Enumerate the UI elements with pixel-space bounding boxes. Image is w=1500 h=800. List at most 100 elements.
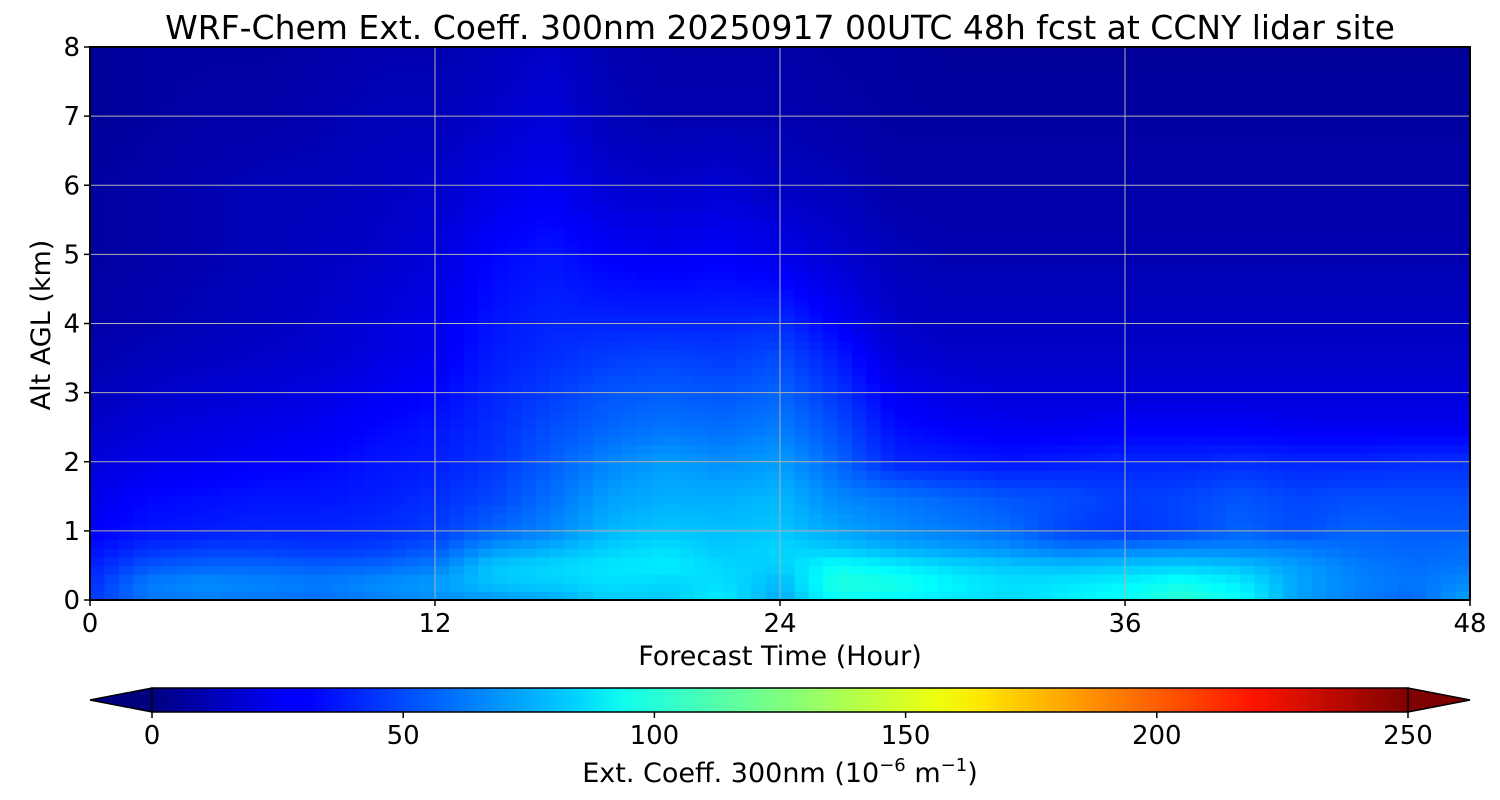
heatmap-cell [1412,418,1428,428]
heatmap-cell [665,591,680,600]
heatmap-cell [1455,228,1470,238]
heatmap-cell [1326,254,1342,264]
heatmap-cell [1096,574,1112,584]
heatmap-cell [794,574,810,584]
heatmap-cell [823,150,839,160]
heatmap-cell [1182,444,1198,454]
heatmap-cell [564,556,580,567]
heatmap-cell [765,530,781,541]
heatmap-cell [1340,366,1356,376]
heatmap-cell [1283,211,1299,221]
heatmap-cell [636,513,652,523]
heatmap-cell [679,470,695,480]
heatmap-cell [1010,582,1025,592]
heatmap-cell [190,202,206,212]
heatmap-cell [219,392,235,402]
heatmap-cell [291,366,307,376]
heatmap-cell [550,401,565,411]
heatmap-cell [147,435,163,446]
heatmap-cell [593,358,609,368]
heatmap-cell [147,280,163,290]
heatmap-cell [1355,504,1370,515]
heatmap-cell [794,237,810,247]
heatmap-cell [1355,219,1370,230]
heatmap-cell [1067,306,1083,316]
heatmap-cell [837,340,853,351]
heatmap-cell [923,383,939,394]
heatmap-cell [1412,211,1428,221]
heatmap-cell [1182,245,1198,255]
heatmap-cell [205,539,220,549]
heatmap-cell [1168,167,1184,178]
heatmap-cell [1398,383,1414,394]
heatmap-cell [923,418,939,428]
heatmap-cell [708,254,724,264]
heatmap-cell [1182,401,1198,411]
heatmap-cell [736,591,752,600]
heatmap-cell [1153,582,1169,592]
heatmap-cell [1168,548,1184,558]
heatmap-cell [1426,504,1442,515]
heatmap-cell [176,548,192,558]
heatmap-cell [176,254,192,264]
heatmap-cell [420,556,436,567]
heatmap-cell [1125,401,1140,411]
heatmap-cell [1426,340,1442,351]
heatmap-cell [449,185,465,195]
heatmap-cell [478,461,494,471]
heatmap-cell [1326,435,1342,446]
heatmap-cell [607,496,623,506]
heatmap-cell [90,193,105,204]
heatmap-cell [895,297,910,307]
heatmap-cell [1455,306,1470,316]
heatmap-cell [190,228,206,238]
heatmap-cell [449,513,465,523]
heatmap-cell [1196,591,1212,600]
heatmap-cell [708,383,724,394]
heatmap-cell [104,435,120,446]
heatmap-cell [377,392,393,402]
heatmap-cell [1426,539,1442,549]
heatmap-cell [291,340,307,351]
heatmap-cell [1182,185,1198,195]
heatmap-cell [1383,591,1399,600]
heatmap-cell [837,479,853,489]
heatmap-cell [1038,323,1054,333]
heatmap-cell [1168,228,1184,238]
heatmap-cell [722,556,738,567]
heatmap-cell [751,219,767,230]
heatmap-cell [320,280,335,290]
heatmap-cell [1125,297,1140,307]
heatmap-cell [1297,427,1313,437]
heatmap-cell [506,444,522,454]
heatmap-cell [851,461,867,471]
heatmap-cell [966,358,982,368]
heatmap-cell [550,418,565,428]
heatmap-cell [1110,358,1126,368]
heatmap-cell [722,219,738,230]
heatmap-cell [1441,513,1457,523]
heatmap-cell [679,358,695,368]
heatmap-cell [765,349,781,359]
heatmap-cell [320,323,335,333]
heatmap-cell [1340,358,1356,368]
heatmap-cell [276,487,292,497]
heatmap-cell [161,211,177,221]
heatmap-cell [391,392,407,402]
heatmap-cell [909,479,925,489]
heatmap-cell [1254,306,1270,316]
heatmap-cell [449,150,465,160]
heatmap-cell [1110,435,1126,446]
heatmap-cell [233,271,249,281]
heatmap-cell [823,513,839,523]
heatmap-cell [348,548,364,558]
heatmap-cell [621,150,637,160]
heatmap-cell [1326,297,1342,307]
heatmap-cell [1010,211,1025,221]
heatmap-cell [320,392,335,402]
heatmap-cell [708,556,724,567]
heatmap-cell [966,444,982,454]
heatmap-cell [1211,193,1227,204]
heatmap-cell [1311,574,1327,584]
heatmap-cell [1240,176,1255,186]
